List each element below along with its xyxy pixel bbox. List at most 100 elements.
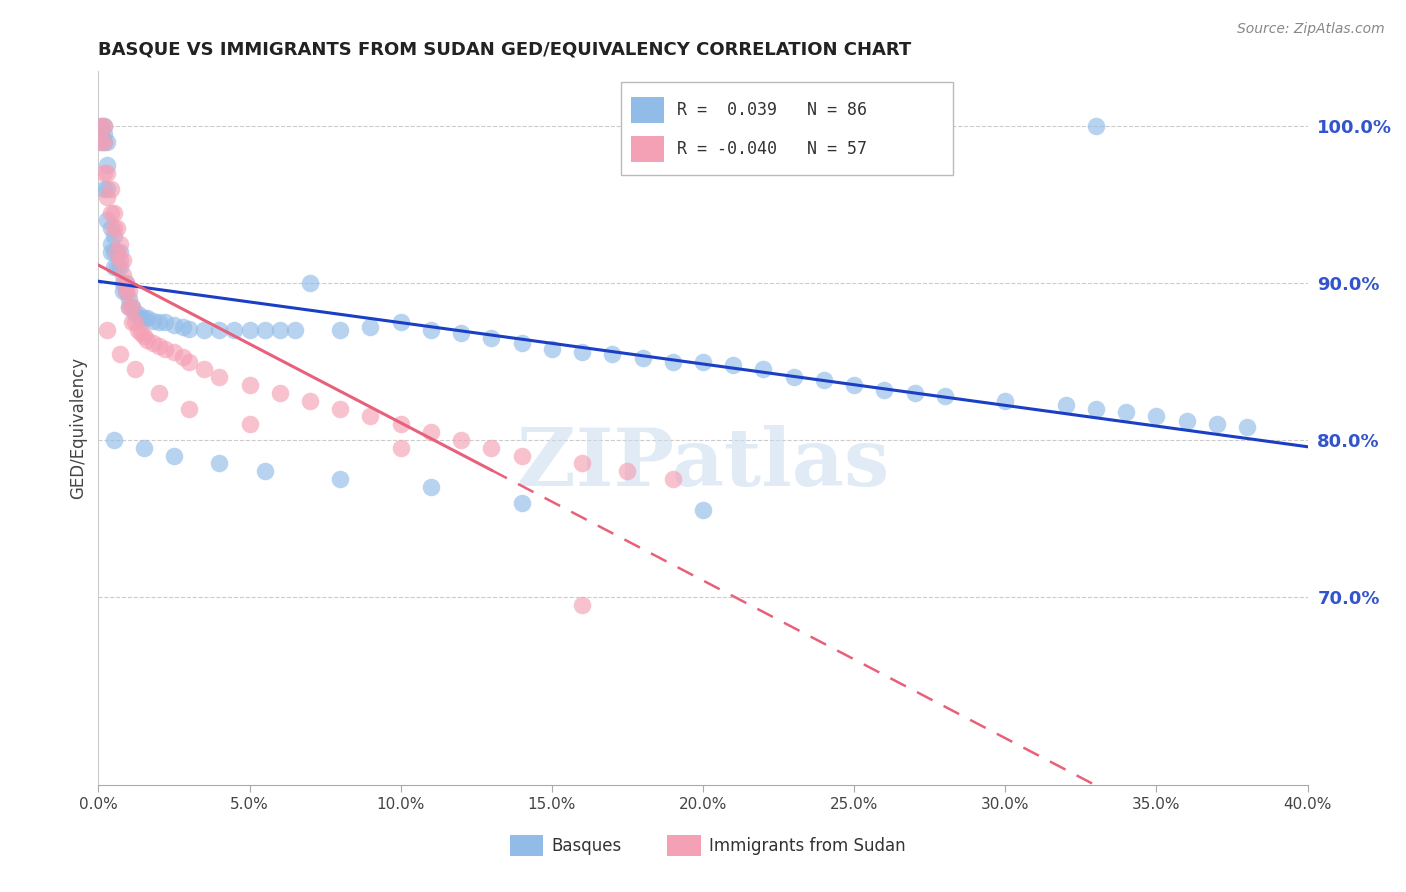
Point: [103, 433, 125, 447]
Point: [135, 333, 157, 347]
Point: [269, 385, 291, 400]
Point: [114, 276, 136, 290]
Point: [108, 260, 131, 275]
Point: [93, 135, 115, 149]
FancyBboxPatch shape: [621, 82, 953, 175]
Point: [93, 120, 115, 134]
Y-axis label: GED/Equivalency: GED/Equivalency: [69, 357, 87, 500]
Point: [284, 323, 307, 337]
Point: [121, 300, 143, 314]
Point: [752, 362, 775, 376]
Point: [616, 464, 638, 478]
Point: [100, 244, 122, 259]
Point: [100, 236, 122, 251]
Point: [108, 252, 131, 267]
Point: [193, 323, 215, 337]
Point: [193, 362, 215, 376]
Point: [389, 417, 412, 432]
Point: [127, 323, 149, 337]
Point: [108, 236, 131, 251]
Point: [239, 417, 262, 432]
Point: [723, 358, 745, 372]
Point: [1144, 409, 1167, 424]
Point: [96, 166, 118, 180]
Point: [172, 350, 194, 364]
Point: [105, 260, 128, 275]
Point: [114, 284, 136, 298]
Point: [121, 300, 143, 314]
Point: [148, 315, 170, 329]
Point: [153, 315, 176, 329]
Point: [129, 326, 152, 341]
Point: [1085, 120, 1108, 134]
Point: [129, 310, 152, 325]
Bar: [509, 835, 543, 856]
Point: [118, 292, 141, 306]
Point: [1054, 399, 1077, 413]
Point: [132, 329, 155, 343]
Point: [135, 310, 157, 325]
Point: [124, 362, 146, 376]
Point: [571, 457, 593, 471]
Point: [90, 135, 112, 149]
Point: [100, 221, 122, 235]
Point: [111, 276, 134, 290]
Text: Basques: Basques: [551, 837, 621, 855]
Point: [96, 190, 118, 204]
Point: [93, 135, 115, 149]
Point: [692, 503, 714, 517]
Point: [100, 182, 122, 196]
Point: [93, 182, 115, 196]
Point: [631, 351, 654, 366]
Point: [360, 320, 382, 334]
Point: [481, 331, 503, 345]
Point: [813, 373, 835, 387]
Point: [224, 323, 246, 337]
Point: [934, 389, 956, 403]
Point: [90, 127, 112, 141]
Point: [163, 449, 186, 463]
Text: Source: ZipAtlas.com: Source: ZipAtlas.com: [1237, 22, 1385, 37]
Point: [420, 480, 443, 494]
Point: [510, 496, 533, 510]
Point: [105, 244, 128, 259]
Point: [602, 346, 624, 360]
Point: [132, 441, 155, 455]
Point: [148, 385, 170, 400]
Text: Immigrants from Sudan: Immigrants from Sudan: [709, 837, 905, 855]
Point: [571, 598, 593, 612]
Point: [299, 276, 322, 290]
Point: [571, 345, 593, 359]
Point: [105, 244, 128, 259]
Point: [783, 370, 806, 384]
Point: [96, 213, 118, 227]
Point: [510, 449, 533, 463]
Point: [904, 385, 927, 400]
Point: [132, 310, 155, 325]
Bar: [631, 136, 664, 161]
Point: [108, 346, 131, 360]
Point: [239, 378, 262, 392]
Point: [692, 354, 714, 368]
Text: BASQUE VS IMMIGRANTS FROM SUDAN GED/EQUIVALENCY CORRELATION CHART: BASQUE VS IMMIGRANTS FROM SUDAN GED/EQUI…: [98, 41, 911, 59]
Point: [994, 393, 1017, 408]
Point: [389, 441, 412, 455]
Point: [450, 326, 472, 341]
Point: [108, 244, 131, 259]
Point: [93, 127, 115, 141]
Point: [105, 221, 128, 235]
Point: [103, 229, 125, 244]
Point: [1115, 405, 1137, 419]
Point: [873, 383, 896, 397]
Point: [179, 401, 201, 416]
Point: [90, 120, 112, 134]
Point: [208, 323, 231, 337]
Point: [93, 166, 115, 180]
Point: [661, 472, 683, 486]
Point: [172, 320, 194, 334]
Point: [179, 321, 201, 335]
Point: [360, 409, 382, 424]
Point: [103, 260, 125, 275]
Text: R =  0.039   N = 86: R = 0.039 N = 86: [678, 101, 868, 119]
Point: [111, 284, 134, 298]
